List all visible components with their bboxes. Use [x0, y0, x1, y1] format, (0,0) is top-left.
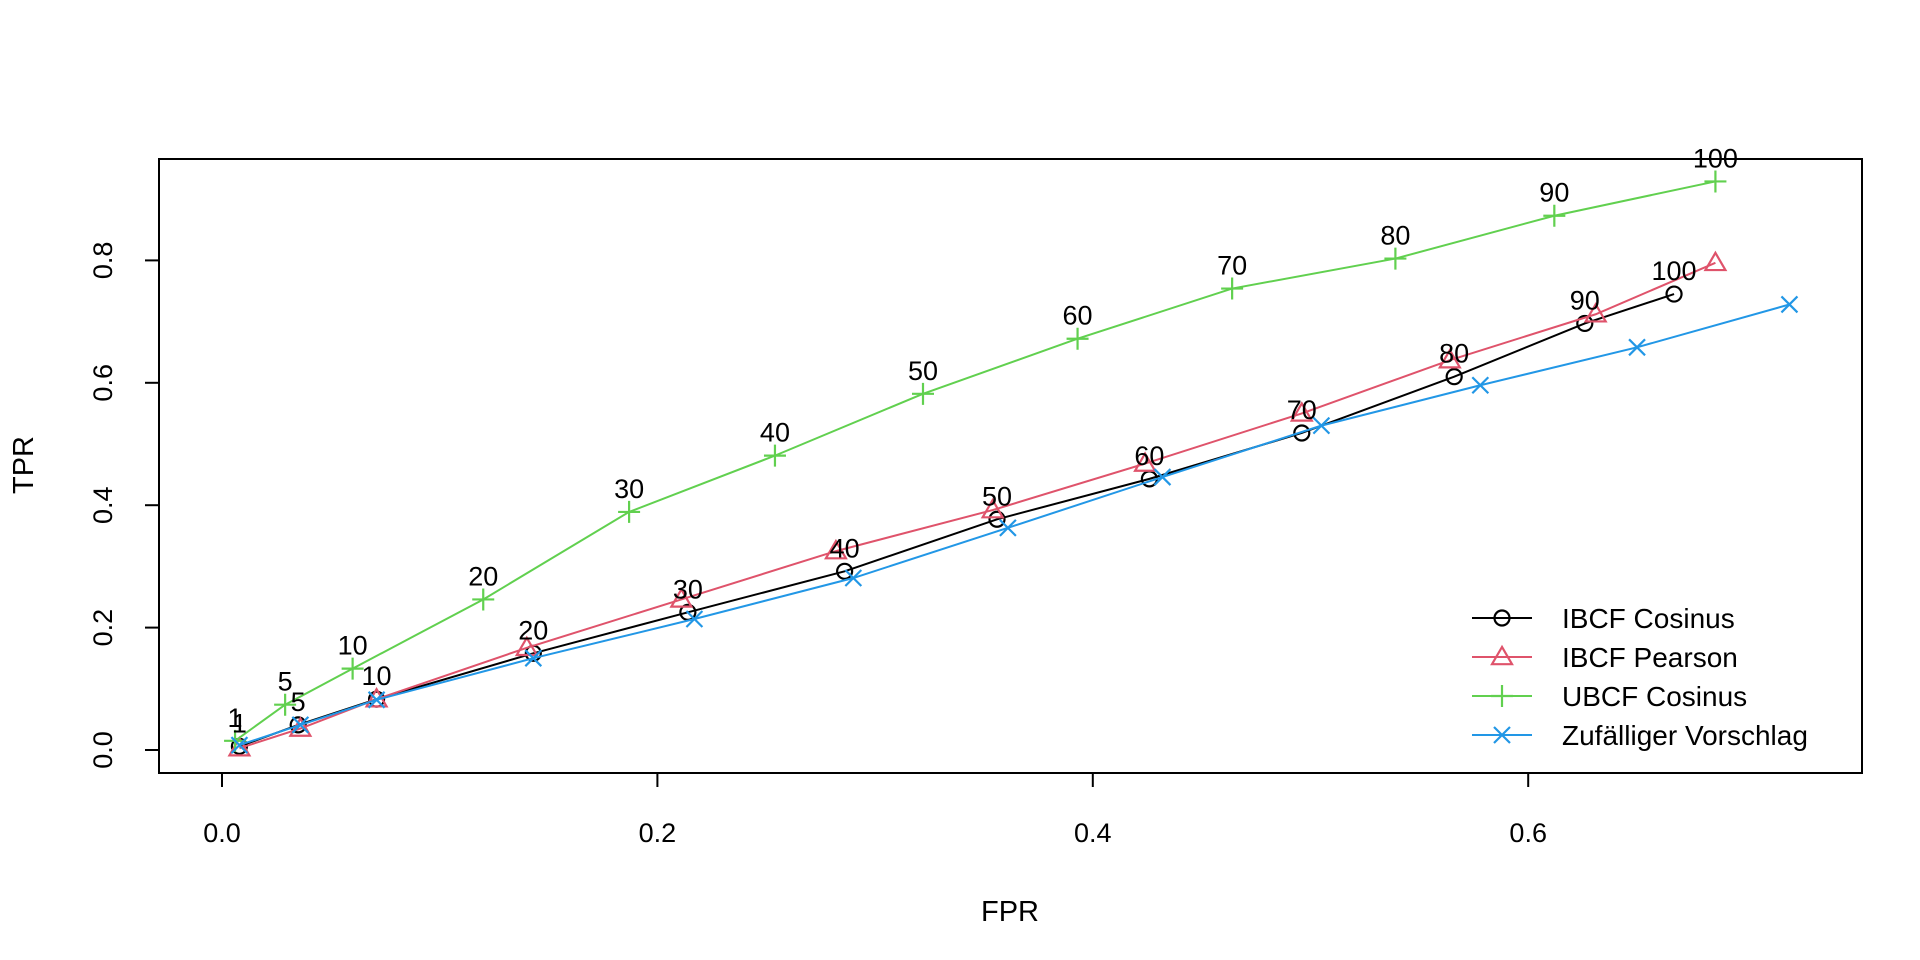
point-label: 10	[338, 631, 368, 661]
x-axis: 0.0 0.2 0.4 0.6	[203, 772, 1547, 848]
data-point	[291, 716, 310, 734]
data-point	[1066, 327, 1089, 350]
legend-marker	[1493, 609, 1511, 627]
data-point	[1703, 250, 1728, 272]
data-point	[514, 635, 539, 657]
point-label: 60	[1063, 301, 1093, 331]
point-label: 30	[614, 474, 644, 504]
point-label: 80	[1380, 221, 1410, 251]
data-point	[1437, 347, 1462, 369]
point-label: 50	[908, 356, 938, 386]
data-point	[1221, 277, 1244, 300]
data-point	[980, 497, 1005, 519]
data-point	[1133, 451, 1157, 472]
legend-item: Zufälliger Vorschlag	[1472, 720, 1808, 751]
data-point	[685, 610, 704, 628]
point-label: 30	[673, 574, 703, 604]
series-layer	[224, 170, 1799, 757]
legend-item: IBCF Cosinus	[1472, 603, 1735, 634]
x-tick-label: 0.4	[1074, 818, 1112, 848]
legend-label: IBCF Cosinus	[1562, 603, 1735, 634]
x-tick-label: 0.6	[1509, 818, 1547, 848]
data-point	[1293, 424, 1311, 442]
legend-label: IBCF Pearson	[1562, 642, 1738, 673]
data-point	[1153, 468, 1172, 486]
point-label: 60	[1134, 441, 1164, 471]
point-label: 40	[830, 533, 860, 563]
data-point	[341, 657, 364, 680]
data-point	[999, 519, 1017, 537]
data-point	[1543, 204, 1566, 227]
y-axis-label: TPR	[8, 436, 40, 494]
data-point	[230, 736, 249, 754]
point-label: 20	[468, 561, 498, 591]
legend-marker	[1493, 726, 1511, 744]
data-point	[472, 588, 495, 611]
legend-item: UBCF Cosinus	[1472, 681, 1747, 712]
point-label: 100	[1693, 143, 1738, 173]
data-point	[274, 693, 297, 716]
data-point	[836, 562, 854, 580]
y-tick-label: 0.0	[88, 731, 118, 769]
point-label: 1	[232, 708, 247, 738]
point-label: 100	[1652, 256, 1697, 286]
data-point	[1384, 247, 1407, 270]
data-point	[367, 691, 386, 709]
point-label: 5	[291, 687, 306, 717]
legend-marker	[1490, 644, 1514, 666]
legend-marker	[1491, 685, 1513, 707]
point-label: 5	[278, 667, 293, 697]
point-label: 90	[1570, 285, 1600, 315]
x-tick-label: 0.0	[203, 818, 241, 848]
legend: IBCF Cosinus IBCF Pearson UBCF Cosinus Zufä…	[1472, 603, 1808, 751]
y-tick-label: 0.2	[88, 609, 118, 647]
data-point	[524, 649, 543, 667]
series-line	[239, 303, 1790, 747]
y-tick-label: 0.6	[88, 364, 118, 402]
data-point	[1445, 368, 1463, 386]
data-point	[618, 500, 641, 523]
data-point	[1704, 170, 1727, 193]
series-zuf-lliger-vorschlag	[230, 295, 1799, 754]
data-point	[1289, 401, 1314, 422]
point-label: 10	[362, 661, 392, 691]
point-label: 50	[982, 481, 1012, 511]
data-point	[988, 510, 1006, 528]
legend-label: Zufälliger Vorschlag	[1562, 720, 1808, 751]
point-label: 90	[1539, 178, 1569, 208]
point-label: 20	[518, 615, 548, 645]
data-point	[824, 538, 848, 560]
x-axis-label: FPR	[981, 896, 1039, 928]
data-point	[911, 382, 934, 405]
point-label: 80	[1439, 339, 1469, 369]
x-tick-label: 0.2	[639, 818, 677, 848]
data-point	[289, 716, 307, 734]
y-tick-label: 0.4	[88, 486, 118, 524]
point-label: 70	[1287, 395, 1317, 425]
point-label: 70	[1217, 251, 1247, 281]
legend-item: IBCF Pearson	[1472, 642, 1738, 673]
data-point	[763, 444, 786, 467]
point-label-layer: 1 5 10 20 30 40 50 60 70 80 90 100 1 5 10 20 30 40 50 60 70 8…	[228, 143, 1738, 738]
data-point	[1312, 416, 1331, 435]
point-label: 40	[760, 418, 790, 448]
data-point	[1628, 338, 1646, 357]
data-point	[844, 569, 863, 587]
data-point	[1665, 285, 1683, 303]
legend-label: UBCF Cosinus	[1562, 681, 1747, 712]
y-axis: 0.0 0.2 0.4 0.6 0.8	[88, 242, 160, 769]
point-label: 1	[228, 703, 243, 733]
series-line	[234, 180, 1716, 742]
data-point	[1471, 376, 1490, 395]
data-point	[1583, 302, 1608, 323]
data-point	[1780, 295, 1799, 314]
data-point	[669, 587, 694, 608]
data-point	[1576, 314, 1594, 333]
y-tick-label: 0.8	[88, 242, 118, 280]
